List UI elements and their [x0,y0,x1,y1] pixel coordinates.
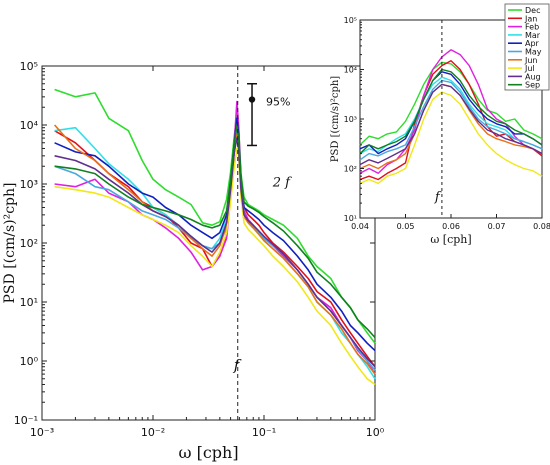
inset-x-tick-label: 0.07 [488,222,506,231]
inset-series-jul [359,91,543,185]
inset-x-tick-label: 0.04 [351,222,369,231]
main-x-axis-label: ω [cph] [178,443,238,462]
main-series-group [54,88,376,386]
confidence-label: 95% [266,96,290,109]
legend-label: Jul [524,64,535,73]
inset-series-jan [359,60,543,181]
main-x-tick-label: 10⁻² [141,426,165,439]
inset-series-dec [359,61,543,146]
legend-label: Aug [525,72,541,81]
main-plot-frame [41,65,376,421]
main-series-apr [54,117,376,352]
main-y-tick-label: 10⁰ [20,355,39,368]
inset-y-tick-label: 10¹ [344,214,357,223]
inset-y-axis-label: PSD [(cm/s)²cph] [330,76,341,163]
inset-psd-plot: 0.04 0.05 0.06 0.07 0.08 10¹ 10² 10³ 10⁴ 10⁵ f ω… [330,3,550,246]
inset-x-tick-label: 0.05 [397,222,415,231]
inset-series-may [359,79,543,161]
main-series-jul [54,147,376,386]
legend-label: Feb [525,23,539,32]
main-series-feb [54,100,376,375]
inset-y-tick-label: 10⁵ [344,16,357,25]
main-x-tick-label: 10⁰ [366,426,385,439]
inset-series-mar [359,76,543,155]
inset-y-axis: 10¹ 10² 10³ 10⁴ 10⁵ [344,16,364,223]
two-f-label: 2 f [272,176,292,191]
inset-series-apr [359,71,543,155]
inset-x-axis: 0.04 0.05 0.06 0.07 0.08 [351,214,550,231]
main-y-tick-label: 10¹ [20,296,38,309]
legend-label: Apr [525,39,540,48]
legend-label: Mar [525,31,541,40]
main-x-tick-label: 10⁻¹ [252,426,276,439]
main-y-tick-label: 10² [20,237,38,250]
inset-series-sep [359,68,543,155]
main-series-sep [54,124,376,339]
confidence-interval-bar [247,83,258,147]
main-y-tick-label: 10⁵ [20,60,38,73]
main-x-axis: 10⁻³ 10⁻² 10⁻¹ 10⁰ [30,66,385,439]
inset-y-tick-label: 10³ [344,115,357,124]
f-label: f [233,356,242,374]
main-y-axis-label: PSD [(cm/s)²cph] [2,183,18,304]
main-y-tick-label: 10⁻¹ [14,414,38,427]
legend-label: Dec [525,6,540,15]
inset-f-label: f [434,190,442,205]
legend-label: May [525,48,542,57]
confidence-bar-center [248,96,256,103]
main-x-tick-label: 10⁻³ [30,426,54,439]
main-y-axis: 10⁻¹ 10⁰ 10¹ 10² 10³ 10⁴ 10⁵ [14,60,375,427]
inset-y-tick-label: 10² [344,165,357,174]
inset-series-aug [359,83,543,166]
inset-x-axis-label: ω [cph] [430,233,471,246]
inset-x-tick-label: 0.06 [442,222,460,231]
legend-label: Sep [525,81,540,90]
inset-y-tick-label: 10⁴ [344,66,357,75]
main-y-tick-label: 10⁴ [20,119,39,132]
legend-label: Jun [524,56,538,65]
main-series-may [54,129,376,371]
inset-series-group [359,49,543,185]
inset-x-tick-label: 0.08 [533,222,550,231]
main-y-tick-label: 10³ [20,178,38,191]
legend-label: Jan [524,14,537,23]
main-psd-plot: 10⁻³ 10⁻² 10⁻¹ 10⁰ 10⁻¹ 10⁰ 10¹ 10² 10³ 10⁴ 10⁵ f… [2,60,385,462]
